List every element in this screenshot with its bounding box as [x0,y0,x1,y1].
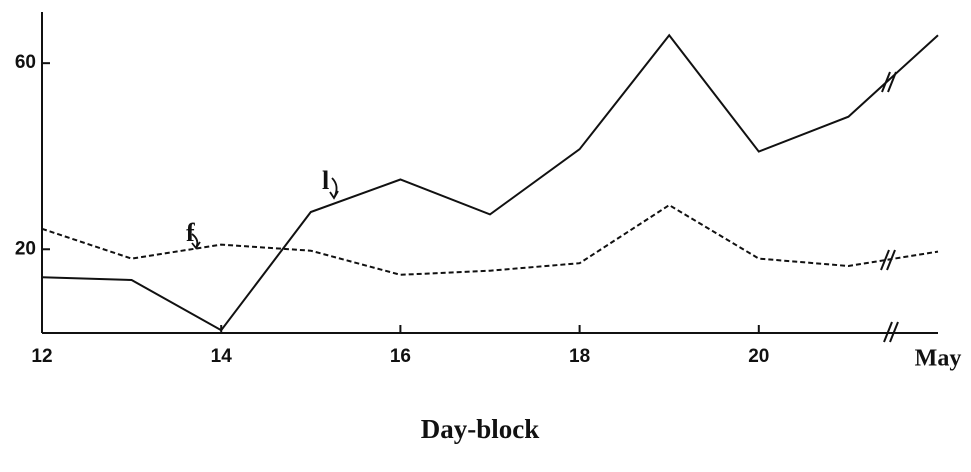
x-tick-label: 12 [31,346,52,367]
x-tick-label: 16 [390,346,411,367]
x-tick-label: 20 [748,346,769,367]
axis-break [880,71,899,343]
x-tick-label: 14 [211,346,233,367]
line-series [41,203,939,276]
annotation-arrow [329,177,339,200]
annotation-arrow [191,233,201,250]
y-tick-label: 60 [15,52,36,73]
x-tick-label: 18 [569,346,590,367]
series-label: l [322,166,329,195]
x-axis-end-label: May [915,346,962,372]
y-tick-label: 20 [15,238,36,259]
x-axis-label: Day-block [421,414,540,444]
series-label: f [186,218,195,247]
line-series [41,33,939,332]
